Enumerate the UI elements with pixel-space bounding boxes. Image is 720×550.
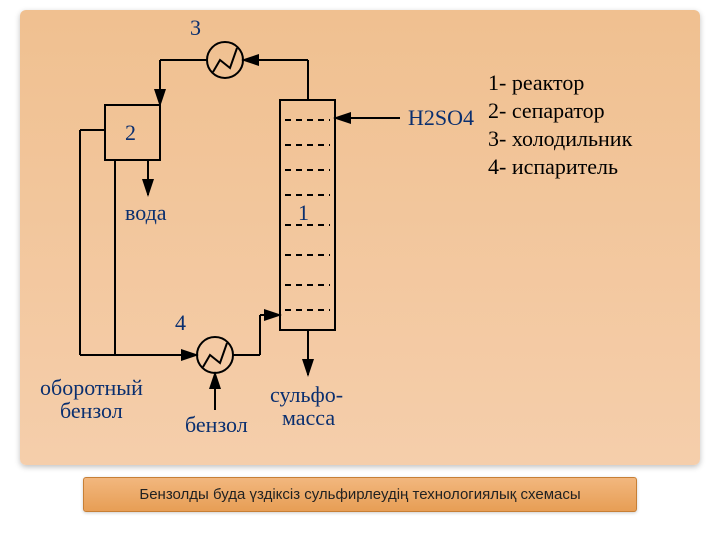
label-3: 3 [190, 15, 201, 40]
diagram-panel: 1 2 3 4 вода оборотный бензол [20, 10, 700, 465]
label-4: 4 [175, 310, 186, 335]
cooler [207, 42, 243, 78]
label-1: 1 [298, 200, 309, 225]
legend-2: 2- сепаратор [488, 98, 605, 123]
label-oborot1: оборотный [40, 375, 143, 400]
legend-4: 4- испаритель [488, 154, 618, 179]
label-benzol: бензол [185, 412, 248, 437]
label-h2so4: H2SO4 [408, 105, 474, 130]
label-oborot2: бензол [60, 398, 123, 423]
legend-3: 3- холодильник [488, 126, 633, 151]
label-2: 2 [125, 120, 136, 145]
caption-bar: Бензолды буда үздіксіз сульфирлеудің тех… [83, 477, 637, 512]
label-sulfo1: сульфо- [270, 382, 343, 407]
legend-1: 1- реактор [488, 70, 584, 95]
evaporator [197, 337, 233, 373]
process-diagram: 1 2 3 4 вода оборотный бензол [20, 10, 700, 465]
label-voda: вода [125, 200, 167, 225]
caption-text: Бензолды буда үздіксіз сульфирлеудің тех… [139, 486, 580, 503]
label-sulfo2: масса [282, 405, 335, 430]
